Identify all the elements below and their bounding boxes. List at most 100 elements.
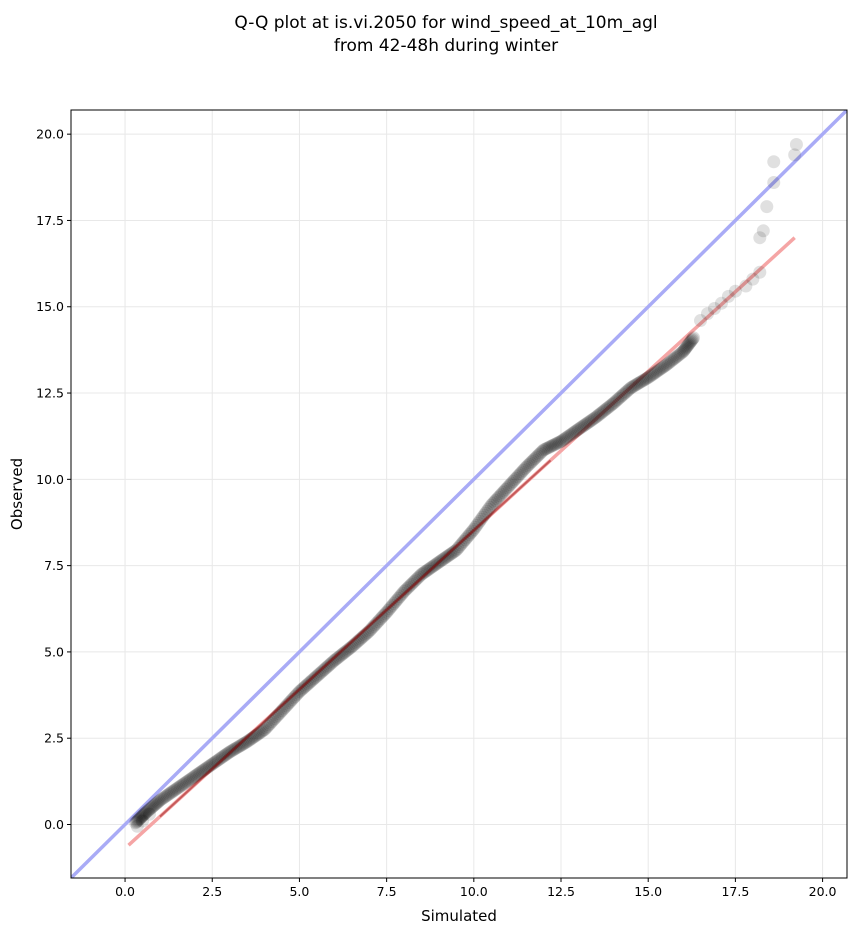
- qq-point: [547, 438, 561, 452]
- qq-point: [132, 812, 146, 826]
- qq-point: [554, 434, 568, 448]
- qq-point: [500, 481, 514, 495]
- qq-point: [617, 387, 631, 401]
- qq-point: [643, 369, 657, 383]
- qq-point: [188, 769, 202, 783]
- qq-point: [271, 708, 285, 722]
- x-tick-label: 20.0: [809, 884, 837, 899]
- qq-point: [259, 721, 273, 735]
- qq-point: [611, 393, 625, 407]
- qq-point: [452, 540, 466, 554]
- qq-point: [409, 573, 423, 587]
- qq-point: [496, 486, 510, 500]
- qq-point: [262, 718, 276, 732]
- qq-point: [205, 757, 219, 771]
- qq-point: [142, 807, 156, 821]
- qq-point: [788, 148, 802, 162]
- qq-point: [526, 453, 540, 467]
- qq-point: [448, 544, 462, 558]
- qq-point: [202, 759, 216, 773]
- qq-point: [644, 368, 658, 382]
- grid: [71, 110, 847, 878]
- qq-point: [183, 772, 197, 786]
- qq-point: [295, 682, 309, 696]
- qq-point: [666, 353, 680, 367]
- qq-point: [326, 655, 340, 669]
- qq-point: [246, 731, 260, 745]
- qq-point: [415, 567, 429, 581]
- qq-point: [281, 697, 295, 711]
- x-tick-label: 10.0: [460, 884, 488, 899]
- qq-point: [179, 775, 193, 789]
- qq-point: [199, 761, 213, 775]
- qq-point: [380, 605, 394, 619]
- qq-point: [252, 727, 266, 741]
- qq-point: [335, 648, 349, 662]
- qq-point: [396, 586, 410, 600]
- qq-point: [272, 707, 286, 721]
- qq-point: [497, 484, 511, 498]
- qq-point: [214, 751, 228, 765]
- qq-point: [564, 427, 578, 441]
- qq-point: [191, 767, 205, 781]
- qq-point: [574, 420, 588, 434]
- qq-point: [274, 705, 288, 719]
- qq-point: [165, 785, 179, 799]
- qq-point: [287, 691, 301, 705]
- qq-point: [210, 754, 224, 768]
- qq-point: [464, 526, 478, 540]
- qq-point: [135, 814, 149, 828]
- qq-point: [435, 553, 449, 567]
- qq-point: [217, 749, 231, 763]
- qq-point: [154, 792, 168, 806]
- qq-point: [233, 739, 247, 753]
- y-tick-label: 17.5: [36, 213, 64, 228]
- qq-point: [166, 784, 180, 798]
- qq-point: [474, 512, 488, 526]
- qq-point: [356, 629, 370, 643]
- qq-point: [429, 557, 443, 571]
- qq-point: [529, 450, 543, 464]
- qq-point: [451, 541, 465, 555]
- lines: [71, 110, 847, 878]
- qq-point: [141, 803, 155, 817]
- qq-point: [432, 555, 446, 569]
- qq-point: [707, 301, 721, 315]
- qq-point: [630, 377, 644, 391]
- qq-point: [268, 712, 282, 726]
- qq-point: [412, 570, 426, 584]
- qq-point: [746, 272, 760, 286]
- qq-point: [634, 375, 648, 389]
- qq-point: [236, 737, 250, 751]
- qq-point: [404, 577, 418, 591]
- y-tick-label: 2.5: [44, 731, 64, 746]
- qq-point: [294, 683, 308, 697]
- qq-point: [159, 789, 173, 803]
- qq-point: [446, 545, 460, 559]
- qq-point: [146, 799, 160, 813]
- qq-point: [153, 793, 167, 807]
- qq-point: [167, 783, 181, 797]
- qq-point: [201, 760, 215, 774]
- qq-point: [676, 345, 690, 359]
- y-tick-label: 10.0: [36, 472, 64, 487]
- qq-point: [557, 432, 571, 446]
- qq-point: [342, 642, 356, 656]
- qq-point: [592, 408, 606, 422]
- qq-point: [461, 529, 475, 543]
- qq-point: [301, 677, 315, 691]
- qq-point: [322, 659, 336, 673]
- qq-point: [612, 391, 626, 405]
- qq-point: [368, 618, 382, 632]
- qq-point: [627, 379, 641, 393]
- qq-point: [369, 616, 383, 630]
- qq-point: [522, 457, 536, 471]
- qq-point: [288, 689, 302, 703]
- qq-point: [502, 479, 516, 493]
- qq-point: [455, 536, 469, 550]
- qq-point: [641, 371, 655, 385]
- qq-point: [513, 467, 527, 481]
- qq-point: [173, 779, 187, 793]
- qq-point: [208, 755, 222, 769]
- qq-point: [291, 686, 305, 700]
